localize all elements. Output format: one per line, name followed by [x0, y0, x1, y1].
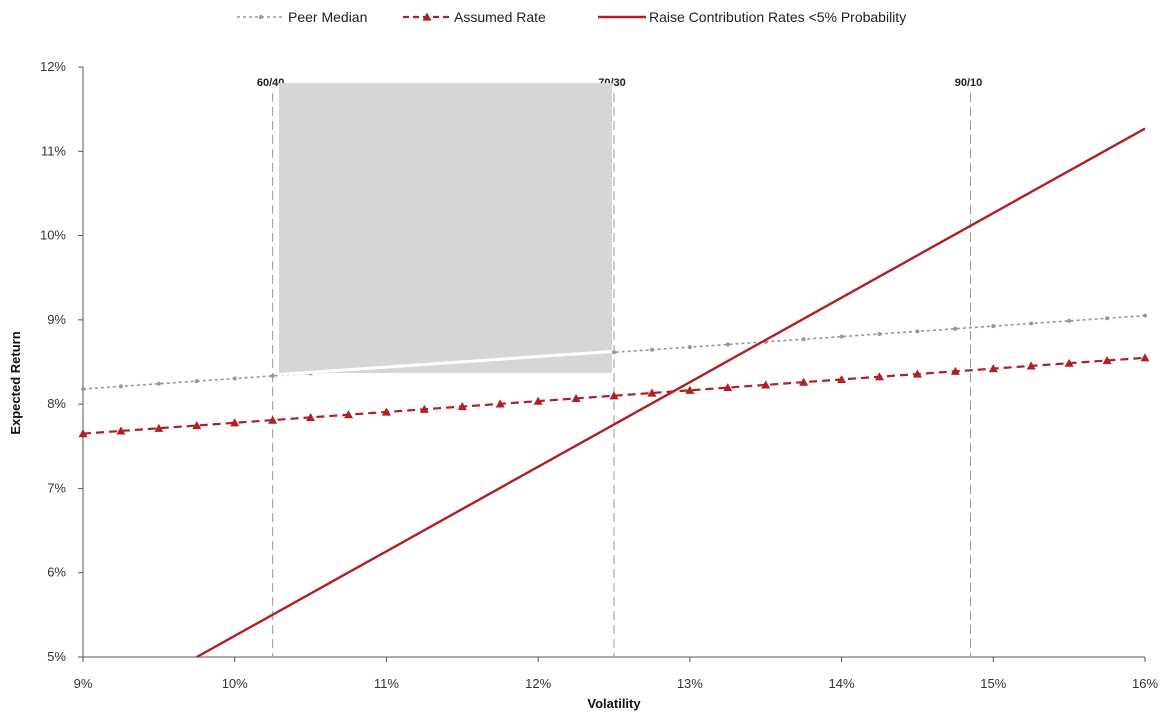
assumed-rate-marker [1141, 353, 1150, 361]
x-tick-label: 12% [525, 676, 551, 691]
peer-median-marker [688, 345, 692, 349]
x-axis-title: Volatility [587, 696, 641, 711]
peer-median-marker [840, 335, 844, 339]
peer-median-marker [81, 387, 85, 391]
y-tick-label: 9% [47, 312, 66, 327]
peer-median-marker [1143, 314, 1147, 318]
legend-label: Peer Median [288, 9, 367, 25]
y-tick-label: 8% [47, 396, 66, 411]
x-axis-ticks: 9% 10% 11% 12% 13% 14% 15% 16% [74, 657, 1159, 691]
peer-median-marker [233, 376, 237, 380]
x-tick-label: 16% [1132, 676, 1158, 691]
peer-median-marker [650, 348, 654, 352]
x-tick-label: 14% [829, 676, 855, 691]
legend-label: Assumed Rate [454, 9, 546, 25]
peer-median-marker [612, 350, 616, 354]
peer-median-marker [915, 329, 919, 333]
y-tick-label: 5% [47, 649, 66, 664]
x-tick-label: 11% [374, 676, 399, 691]
y-axis-title: Expected Return [8, 331, 23, 434]
peer-median-marker [1105, 316, 1109, 320]
peer-median-marker [953, 327, 957, 331]
x-tick-label: 13% [677, 676, 703, 691]
peer-median-marker [802, 337, 806, 341]
peer-median-marker [271, 374, 275, 378]
reference-line-label: 90/10 [955, 77, 983, 89]
y-axis-ticks: 5% 6% 7% 8% 9% 10% 11% 12% [40, 59, 83, 664]
legend-label: Raise Contribution Rates <5% Probability [649, 9, 906, 25]
y-tick-label: 6% [47, 565, 66, 580]
y-tick-label: 7% [47, 480, 66, 495]
legend-marker [259, 15, 263, 19]
peer-median-marker [1067, 319, 1071, 323]
x-tick-label: 15% [980, 676, 1006, 691]
peer-median-marker [878, 332, 882, 336]
legend: Peer Median Assumed Rate Raise Contributio… [237, 9, 906, 25]
peer-median-marker [119, 384, 123, 388]
x-tick-label: 10% [222, 676, 248, 691]
y-tick-label: 10% [40, 228, 66, 243]
peer-median-marker [1029, 321, 1033, 325]
peer-median-marker [991, 324, 995, 328]
peer-median-marker [157, 382, 161, 386]
peer-median-marker [195, 379, 199, 383]
x-tick-label: 9% [74, 676, 93, 691]
y-tick-label: 11% [41, 143, 66, 158]
peer-median-marker [726, 342, 730, 346]
redaction-box [279, 83, 612, 373]
y-tick-label: 12% [40, 59, 66, 74]
